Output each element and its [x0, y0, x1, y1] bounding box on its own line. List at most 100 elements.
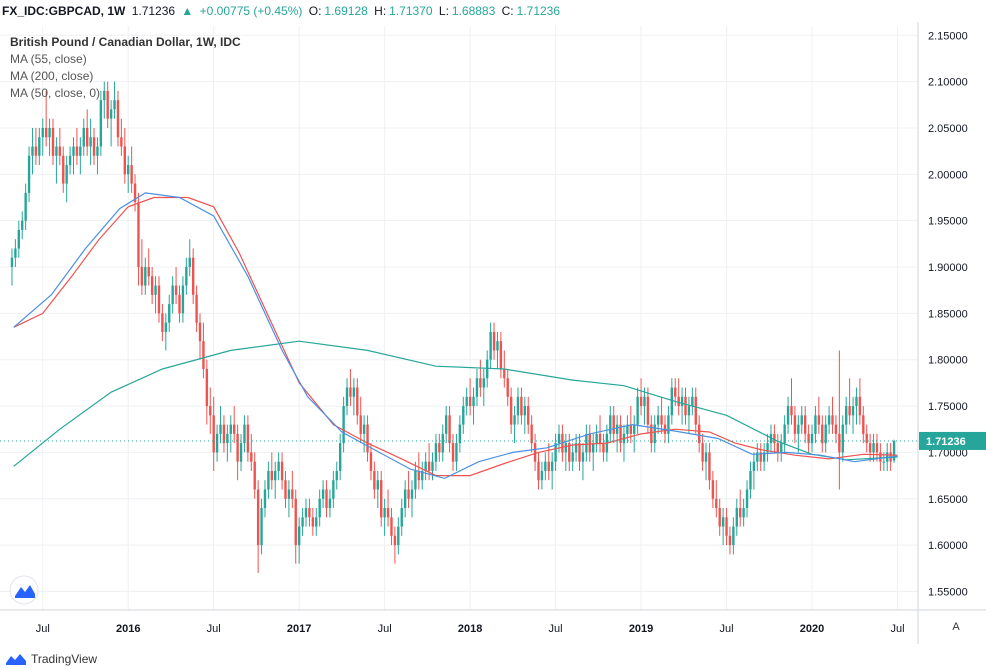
candle-body [205, 368, 209, 407]
close-label: C: [501, 4, 514, 18]
symbol-label[interactable]: FX_IDC:GBPCAD, 1W [2, 4, 126, 18]
legend-title[interactable]: British Pound / Canadian Dollar, 1W, IDC [10, 35, 241, 49]
candle-body [133, 183, 137, 203]
candle-body [89, 137, 92, 147]
candle-body [639, 396, 643, 407]
candle-body [848, 406, 851, 416]
y-tick-label: 2.05000 [928, 123, 968, 135]
symbol-header: FX_IDC:GBPCAD, 1W 1.71236 ▲ +0.00775 (+0… [0, 0, 986, 22]
candle-body [646, 396, 650, 425]
candle-body [715, 498, 718, 509]
candle-body [106, 90, 109, 119]
candle-body [44, 127, 48, 138]
candle-body [72, 146, 75, 156]
candle-body [263, 489, 267, 509]
candle-body [557, 433, 561, 444]
legend-ma200[interactable]: MA (200, close) [10, 69, 94, 83]
triangle-up-icon: ▲ [181, 4, 194, 18]
candle-body [752, 461, 756, 471]
candle-body [554, 443, 557, 462]
candle-body [304, 508, 308, 518]
price-chart[interactable]: 2.15000 2.10000 2.05000 2.00000 1.95000 1.900… [0, 22, 986, 644]
candle-body [154, 285, 157, 295]
candle-body [711, 480, 715, 499]
open-value: 1.69128 [324, 4, 368, 18]
candle-body [431, 461, 434, 471]
candle-body [756, 452, 759, 462]
candle-body [615, 424, 619, 434]
candle-body [725, 517, 728, 536]
candle-body [762, 452, 766, 462]
high-value: 1.71370 [389, 4, 433, 18]
candle-body [506, 378, 509, 397]
candle-body [776, 443, 780, 453]
y-tick-label: 1.80000 [928, 355, 968, 367]
candle-body [222, 424, 226, 444]
candle-body [619, 424, 622, 444]
candle-body [99, 100, 103, 147]
candle-body [845, 406, 848, 425]
legend-ma55[interactable]: MA (55, close) [10, 52, 87, 66]
candle-body [137, 202, 140, 268]
candle-body [824, 424, 827, 444]
candle-body [85, 127, 89, 147]
candle-body [164, 322, 168, 332]
candle-body [503, 368, 506, 379]
candle-body [643, 396, 646, 407]
candle-body [321, 489, 325, 499]
candle-body [277, 461, 280, 471]
candle-body [369, 452, 373, 471]
candle-body [215, 433, 219, 453]
candle-body [568, 443, 571, 462]
candle-body [598, 433, 602, 444]
candle-body [540, 470, 544, 481]
candle-body [612, 415, 615, 434]
candle-body [766, 443, 769, 453]
candle-body [821, 424, 824, 444]
candle-body [448, 415, 451, 444]
legend-ma50[interactable]: MA (50, close, 0) [10, 86, 101, 100]
candle-body [359, 415, 362, 434]
candle-body [253, 461, 256, 490]
candle-body [827, 415, 831, 425]
candle-body [735, 508, 738, 527]
candle-body [24, 192, 27, 221]
auto-scale-button[interactable]: A [952, 621, 960, 633]
candle-body [468, 396, 472, 407]
candle-body [527, 406, 530, 425]
last-price-tag [919, 431, 986, 450]
candle-body [571, 452, 574, 462]
candle-body [629, 424, 633, 434]
candle-body [636, 396, 639, 425]
candle-body [202, 341, 205, 369]
candle-body [270, 470, 274, 481]
candle-body [739, 508, 742, 518]
candle-body [718, 508, 721, 527]
candle-body [547, 461, 550, 471]
candle-body [233, 424, 236, 434]
candle-body [810, 433, 814, 444]
candle-body [581, 452, 585, 462]
candle-body [455, 443, 458, 462]
tv-watermark-mark [15, 585, 35, 598]
candle-body [267, 470, 270, 490]
candle-body [10, 257, 14, 268]
tradingview-brand[interactable]: TradingView [6, 652, 97, 666]
candle-body [865, 433, 868, 444]
candle-body [817, 415, 821, 425]
candle-body [332, 480, 335, 499]
candle-body [444, 415, 448, 434]
candle-body [328, 498, 332, 509]
candle-body [684, 396, 687, 416]
candle-body [113, 100, 116, 110]
candle-body [82, 127, 85, 147]
candle-body [291, 489, 294, 499]
candle-body [441, 433, 444, 453]
candle-body [759, 452, 762, 462]
candle-body [780, 443, 783, 453]
candle-body [697, 424, 701, 444]
candle-body [496, 341, 499, 351]
candle-body [17, 229, 21, 249]
candle-body [516, 396, 520, 416]
candle-body [109, 109, 113, 119]
